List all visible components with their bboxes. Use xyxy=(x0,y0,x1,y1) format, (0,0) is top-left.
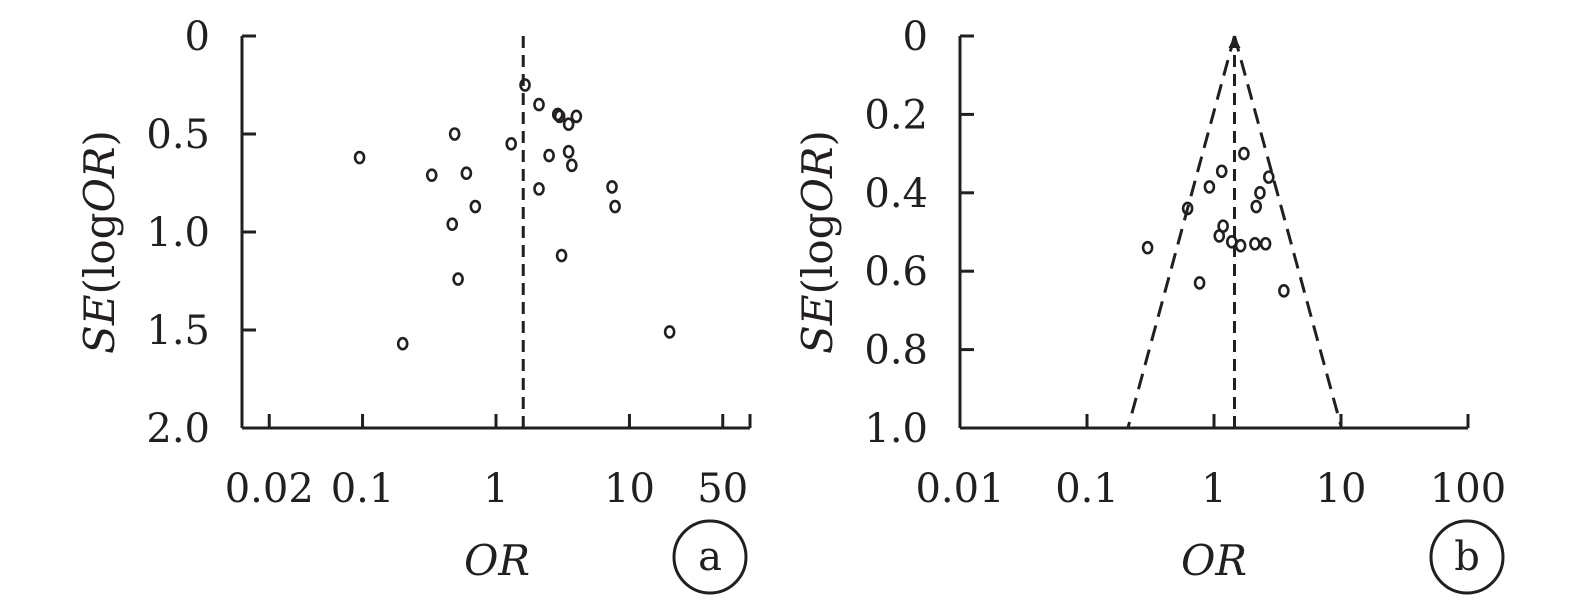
x-axis-title: OR xyxy=(1181,536,1247,585)
study-point xyxy=(533,97,545,112)
x-tick-label: 1 xyxy=(483,466,508,512)
y-tick-label: 0.6 xyxy=(864,249,928,295)
study-point xyxy=(1250,199,1263,214)
panel-tag-circle xyxy=(1429,519,1505,595)
study-point xyxy=(448,127,461,141)
x-tick-label: 0.1 xyxy=(331,466,395,512)
x-tick-label: 50 xyxy=(697,466,748,512)
x-tick-label: 10 xyxy=(604,466,655,512)
study-point xyxy=(1193,276,1206,290)
y-axis-title-part: SE xyxy=(75,295,124,354)
y-axis-title-part: OR xyxy=(75,146,124,212)
study-point xyxy=(1217,219,1229,233)
study-point xyxy=(425,168,438,182)
study-point xyxy=(446,217,459,231)
y-axis-title: SE(logOR) xyxy=(793,130,842,354)
study-point xyxy=(452,272,464,286)
y-axis-title-part: ) xyxy=(793,130,842,146)
y-tick-label: 0 xyxy=(903,14,928,60)
y-tick-label: 1.0 xyxy=(864,406,928,452)
study-point xyxy=(460,166,473,180)
y-tick-label: 0.2 xyxy=(864,92,928,138)
y-axis-title-part: SE xyxy=(793,295,842,354)
study-point xyxy=(1259,236,1272,251)
study-point xyxy=(1238,146,1250,161)
x-tick-label: 0.1 xyxy=(1055,466,1119,512)
y-axis-title-part: (log xyxy=(75,213,124,295)
y-axis-title-part: OR xyxy=(793,146,842,212)
study-point xyxy=(1181,201,1194,216)
study-point xyxy=(1249,236,1261,251)
study-point xyxy=(606,180,618,194)
funnel-left-limit xyxy=(1126,35,1236,429)
study-point xyxy=(663,325,676,339)
x-axis-title: OR xyxy=(464,536,530,585)
study-point xyxy=(1203,180,1216,194)
study-point xyxy=(1254,186,1266,200)
study-point xyxy=(1262,170,1275,184)
y-axis-title-part: (log xyxy=(793,213,842,295)
y-tick-label: 0 xyxy=(185,14,210,60)
x-tick-label: 0.01 xyxy=(915,466,1004,512)
x-tick-label: 1 xyxy=(1201,466,1226,512)
study-point xyxy=(553,109,566,124)
y-tick-label: 0.4 xyxy=(864,171,928,217)
study-point xyxy=(551,107,564,122)
y-axis-title: SE(logOR) xyxy=(75,130,124,354)
study-point xyxy=(505,137,518,151)
x-tick-label: 10 xyxy=(1316,466,1367,512)
study-point xyxy=(1141,240,1154,255)
study-point xyxy=(566,158,578,173)
panel-tag-label: b xyxy=(1454,534,1480,580)
y-axis-title-part: ) xyxy=(75,130,124,146)
study-point xyxy=(543,148,555,163)
y-tick-label: 0.8 xyxy=(864,328,928,374)
study-point xyxy=(1278,283,1290,298)
study-point xyxy=(353,150,366,165)
funnel-apex xyxy=(1228,36,1241,48)
y-tick-label: 0.5 xyxy=(146,112,210,158)
study-point xyxy=(469,199,482,214)
x-tick-label: 0.02 xyxy=(225,466,314,512)
panel-tag-circle xyxy=(672,519,748,595)
panel-b-funnel-plot: 00.20.40.60.81.00.01 0.1 1 10 100ORSE(logOR)… xyxy=(793,14,1506,595)
study-point xyxy=(533,182,545,196)
y-tick-label: 1.0 xyxy=(146,210,210,256)
study-point xyxy=(570,109,583,124)
study-point xyxy=(1234,238,1247,253)
panel-tag-label: a xyxy=(698,534,722,580)
study-point xyxy=(562,144,575,159)
y-tick-label: 2.0 xyxy=(146,406,210,452)
funnel-right-limit xyxy=(1233,35,1343,429)
study-point xyxy=(396,336,409,351)
study-point xyxy=(562,117,575,131)
study-point xyxy=(1215,164,1228,179)
study-point xyxy=(555,248,568,263)
study-point xyxy=(519,78,531,92)
y-tick-label: 1.5 xyxy=(146,308,210,354)
x-tick-label: 100 xyxy=(1430,466,1506,512)
study-point xyxy=(609,199,621,214)
